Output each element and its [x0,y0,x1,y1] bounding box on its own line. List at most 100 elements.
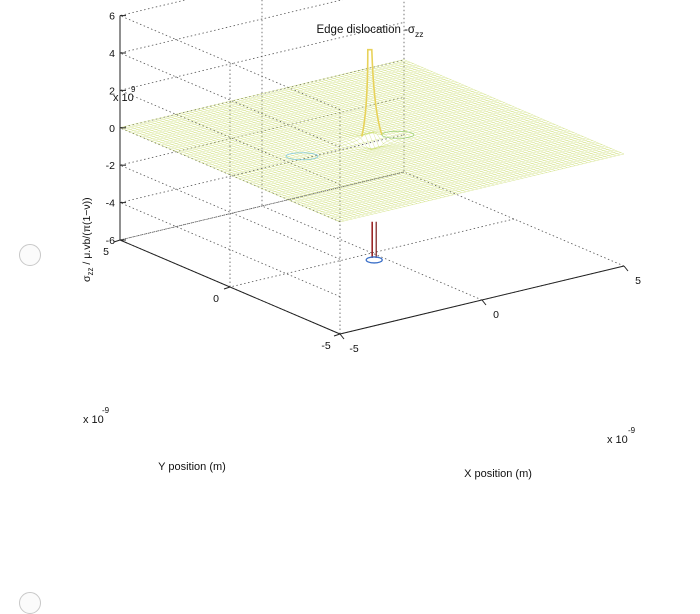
mesh-line [245,97,466,193]
mesh-line [306,82,527,178]
y-tick-label: 5 [103,246,109,258]
mesh-line [221,103,442,198]
x-axis-label: X position (m) [464,468,532,480]
chart-title: Edge dislocation -σzz [316,24,423,39]
mesh-line [197,108,418,204]
z-tick-label: -4 [106,198,115,210]
mesh-line [290,86,511,182]
z-tick-label: 4 [109,48,115,60]
y-tick-label: -5 [321,340,330,352]
mesh-line [339,74,560,170]
mesh-line [249,96,470,192]
x-multiplier: x 10 [607,434,628,446]
x-gridline [403,0,625,267]
surface-spike-base [365,256,383,264]
mesh-line [282,88,503,184]
y-tick-label: 0 [213,293,219,305]
z-tick-label: 6 [109,11,115,23]
z-exponent: 9 [131,85,136,94]
x-tick-mark [481,299,487,306]
mesh-line [403,59,625,155]
mesh-line [253,95,474,191]
mesh-line [314,80,535,176]
mesh-line [294,85,515,181]
x-tick-label: 5 [635,275,641,287]
mesh-line [140,122,361,218]
mesh-line [128,125,349,221]
mesh-line [168,115,389,211]
mesh-line [343,74,564,169]
mesh-line [164,116,385,212]
z-tick-label: 2 [109,85,115,97]
mesh-line [383,64,604,160]
mesh-line [152,119,373,215]
z-axis-label: σzz / μ.vb/(π(1−ν)) [81,197,95,282]
mesh-line [241,98,462,193]
mesh-line [334,75,556,171]
y-exponent: -9 [102,406,110,415]
y-tick-mark [333,333,341,337]
mesh-line [136,123,357,219]
x-tick-mark [339,333,345,340]
answer-radio-1[interactable] [19,244,41,266]
mesh-line [367,68,588,163]
mesh-line [201,108,422,203]
mesh-line [391,62,612,158]
mesh-line [395,61,616,157]
mesh-line [310,81,531,177]
z-tick-label: -2 [106,160,115,172]
mesh-line [185,87,471,156]
mesh-line [188,110,410,206]
mesh-line [237,99,458,194]
mesh-line [225,102,446,197]
chart-title-sub: zz [415,29,424,39]
mesh-line [148,120,369,216]
mesh-line [399,60,620,156]
mesh-line [209,106,430,201]
mesh-line [363,69,584,164]
mesh-line [213,105,434,200]
mesh-line [261,93,483,189]
mesh-line [189,89,474,158]
x-tick-mark [623,265,629,272]
mesh-line [266,92,487,188]
chart-title-main: Edge dislocation -σ [316,24,415,36]
mesh-line [229,101,450,196]
mesh-line [347,73,568,168]
mesh-line [217,104,438,199]
surface-spike-positive [361,48,383,137]
surface-lobe [381,130,415,139]
mesh-line [180,112,401,208]
y-tick-mark [113,239,121,243]
mesh-line [273,125,559,194]
mesh-line [278,89,499,185]
mesh-line [160,117,381,213]
mesh-line [176,113,397,209]
mesh-line [192,109,414,205]
axes [113,15,629,340]
y-tick-labels: -5 0 5 [103,246,331,352]
mesh-line [375,66,596,161]
mesh-line [233,100,454,195]
surface-lobe [285,152,319,161]
y-multiplier: x 10 [83,414,104,426]
x-exponent: -9 [628,426,636,435]
z-multiplier: x 10 [113,92,134,104]
y-axis-label: Y position (m) [158,461,226,473]
mesh-line [172,114,393,210]
mesh-line [156,118,377,214]
mesh-line [124,126,345,222]
mesh-line [261,120,546,189]
x-tick-label: -5 [349,343,358,355]
y-tick-mark [223,286,231,290]
mesh-line [359,70,580,165]
x-gridline [261,0,483,301]
mesh-line [322,78,543,174]
mesh-line [274,90,495,186]
mesh-line [270,91,491,187]
mesh-line [257,94,478,190]
mesh-line [318,79,539,175]
mesh-line [132,124,353,220]
mesh-line [371,67,592,162]
mesh-line [119,127,341,223]
